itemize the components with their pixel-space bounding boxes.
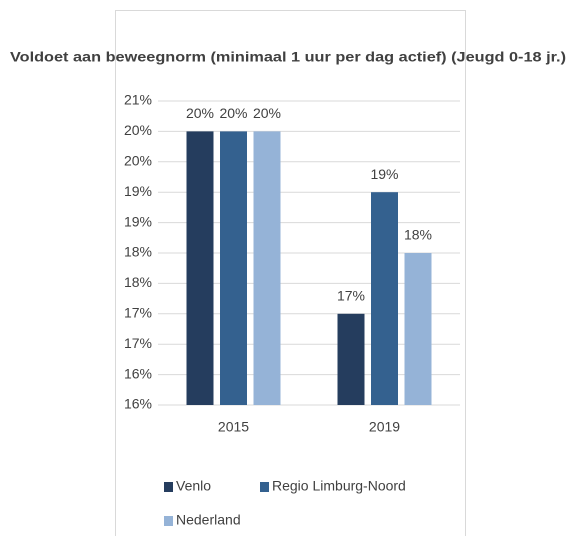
- bar: [186, 131, 214, 405]
- data-label: 20%: [186, 105, 214, 121]
- y-tick-label: 20%: [124, 122, 152, 138]
- y-tick-label: 19%: [124, 213, 152, 229]
- y-tick-label: 17%: [124, 305, 152, 321]
- legend-swatch: [164, 482, 173, 492]
- data-label: 20%: [219, 105, 247, 121]
- data-label: 19%: [370, 166, 398, 182]
- bar: [337, 313, 365, 405]
- x-tick-label: 2015: [218, 419, 249, 435]
- data-label: 20%: [253, 105, 281, 121]
- y-tick-label: 18%: [124, 274, 152, 290]
- legend-label: Venlo: [176, 478, 211, 494]
- legend-label: Regio Limburg-Noord: [272, 478, 406, 494]
- data-label: 18%: [404, 227, 432, 243]
- bar: [404, 253, 432, 405]
- bar: [220, 131, 247, 405]
- y-tick-label: 16%: [124, 396, 152, 412]
- chart-title: Voldoet aan beweegnorm (minimaal 1 uur p…: [10, 49, 566, 65]
- legend-label: Nederland: [176, 512, 241, 528]
- bar: [253, 131, 281, 405]
- y-tick-label: 17%: [124, 335, 152, 351]
- legend-swatch: [164, 516, 173, 526]
- y-tick-label: 21%: [124, 92, 152, 108]
- legend-swatch: [260, 482, 269, 492]
- y-tick-label: 16%: [124, 365, 152, 381]
- x-tick-label: 2019: [369, 419, 400, 435]
- bar: [371, 192, 398, 405]
- y-tick-label: 18%: [124, 244, 152, 260]
- y-tick-label: 20%: [124, 153, 152, 169]
- data-label: 17%: [337, 288, 365, 304]
- y-tick-label: 19%: [124, 183, 152, 199]
